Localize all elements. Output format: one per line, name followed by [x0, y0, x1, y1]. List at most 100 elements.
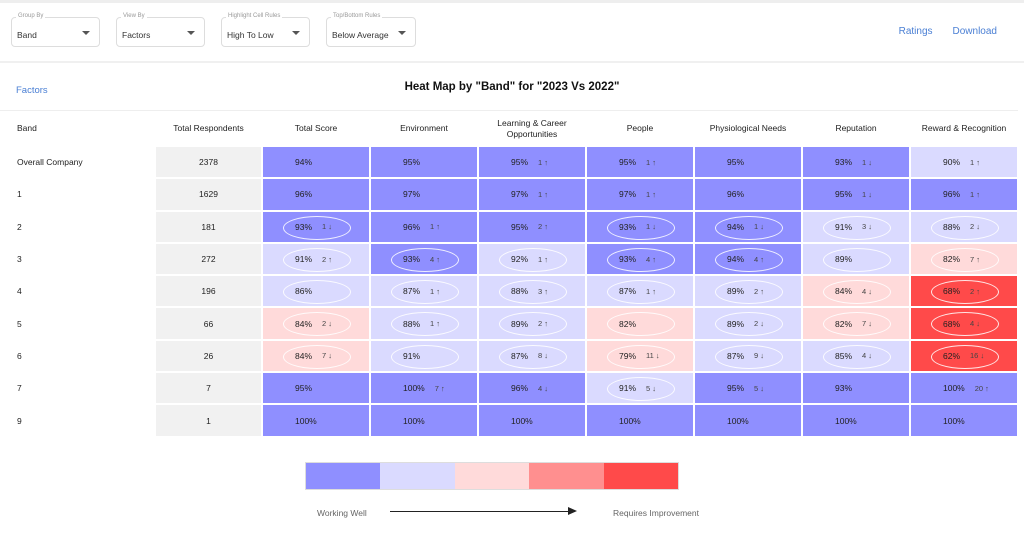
heatmap-cell[interactable]: 92% 1 ↑	[478, 242, 586, 276]
heatmap-cell[interactable]: 100%	[802, 404, 910, 437]
column-header[interactable]: Environment	[400, 123, 448, 134]
heatmap-cell[interactable]: 96% 1 ↑	[910, 178, 1018, 211]
heatmap-cell[interactable]: 88% 2 ↓	[910, 210, 1018, 243]
heatmap-cell[interactable]: 89% 2 ↑	[694, 275, 802, 308]
heatmap-cell[interactable]: 94%	[262, 146, 370, 179]
group-by-label: Group By	[16, 13, 46, 19]
heatmap-cell[interactable]: 87% 8 ↓	[478, 339, 586, 373]
heatmap-cell[interactable]: 93% 4 ↑	[370, 242, 478, 276]
table-row: 1 1629 96% 97% 97% 1 ↑ 97% 1 ↑ 96% 95% 1 ↓ 96% 1 ↑	[0, 178, 1018, 211]
heatmap-cell[interactable]: 82% 7 ↓	[802, 307, 910, 340]
change-indicator: 2 ↓	[322, 319, 333, 329]
view-by-label: View By	[121, 13, 147, 19]
column-header[interactable]: Reputation	[835, 123, 877, 134]
heatmap-cell[interactable]: 97%	[370, 178, 478, 211]
heatmap-cell[interactable]: 100%	[586, 404, 694, 437]
heatmap-cell[interactable]: 96%	[262, 178, 370, 211]
heatmap-cell[interactable]: 68% 4 ↓	[910, 307, 1018, 340]
column-header[interactable]: Total Score	[294, 123, 338, 134]
heatmap-cell[interactable]: 88% 3 ↑	[478, 275, 586, 308]
heatmap-cell[interactable]: 82% 7 ↑	[910, 242, 1018, 276]
heatmap-cell[interactable]: 93% 1 ↓	[802, 146, 910, 179]
heatmap-cell[interactable]: 68% 2 ↑	[910, 275, 1018, 308]
factors-link[interactable]: Factors	[16, 85, 48, 96]
heatmap-cell[interactable]: 100%	[694, 404, 802, 437]
heatmap-cell[interactable]: 89%	[802, 242, 910, 276]
cell-value: 100%	[403, 415, 425, 426]
heatmap-cell[interactable]: 87% 1 ↑	[586, 275, 694, 308]
heatmap-cell[interactable]: 97% 1 ↑	[478, 178, 586, 211]
column-header[interactable]: Physiological Needs	[709, 123, 787, 134]
change-indicator: 1 ↓	[862, 189, 873, 199]
heatmap-cell[interactable]: 91% 3 ↓	[802, 210, 910, 243]
heatmap-cell[interactable]: 87% 9 ↓	[694, 339, 802, 373]
column-header[interactable]: Total Respondents	[173, 123, 244, 134]
divider	[0, 110, 1018, 111]
cell-value: 91%	[619, 383, 637, 394]
heatmap-cell[interactable]: 95% 1 ↑	[586, 146, 694, 179]
heatmap-cell[interactable]: 95% 5 ↓	[694, 372, 802, 405]
heatmap-cell[interactable]: 93%	[802, 372, 910, 405]
heatmap-cell[interactable]: 95%	[694, 146, 802, 179]
top-bottom-rules-select[interactable]: Top/Bottom Rules Below Average	[326, 13, 416, 47]
heatmap-cell[interactable]: 89% 2 ↑	[478, 307, 586, 340]
cell-value: 82%	[943, 254, 961, 265]
change-indicator: 3 ↓	[862, 222, 873, 232]
change-indicator: 1 ↑	[538, 189, 549, 199]
heatmap-cell[interactable]: 84% 2 ↓	[262, 307, 370, 340]
heatmap-cell[interactable]: 94% 1 ↓	[694, 210, 802, 243]
heatmap-title: Heat Map by "Band" for "2023 Vs 2022"	[404, 81, 620, 93]
heatmap-cell[interactable]: 100%	[910, 404, 1018, 437]
heatmap-cell[interactable]: 79% 11 ↓	[586, 339, 694, 373]
cell-value: 100%	[943, 415, 965, 426]
heatmap-cell[interactable]: 84% 7 ↓	[262, 339, 370, 373]
column-header[interactable]: Reward & Recognition	[921, 123, 1007, 134]
ratings-link[interactable]: Ratings	[898, 26, 933, 37]
cell-value: 95%	[619, 157, 637, 168]
heatmap-cell[interactable]: 95%	[370, 146, 478, 179]
cell-value: 84%	[835, 286, 853, 297]
column-header[interactable]: Learning & Career Opportunities	[497, 117, 567, 139]
download-link[interactable]: Download	[952, 26, 997, 37]
heatmap-cell[interactable]: 62% 16 ↓	[910, 339, 1018, 373]
heatmap-cell[interactable]: 88% 1 ↑	[370, 307, 478, 340]
heatmap-cell[interactable]: 93% 1 ↓	[586, 210, 694, 243]
column-header[interactable]: People	[626, 123, 654, 134]
change-indicator: 2 ↑	[970, 286, 981, 296]
heatmap-cell[interactable]: 96%	[694, 178, 802, 211]
legend-right-label: Requires Improvement	[613, 508, 699, 518]
heatmap-cell[interactable]: 96% 4 ↓	[478, 372, 586, 405]
heatmap-cell[interactable]: 87% 1 ↑	[370, 275, 478, 308]
heatmap-cell[interactable]: 96% 1 ↑	[370, 210, 478, 243]
heatmap-cell[interactable]: 95% 2 ↑	[478, 210, 586, 243]
heatmap-cell[interactable]: 84% 4 ↓	[802, 275, 910, 308]
top-links: Ratings Download	[899, 26, 997, 37]
heatmap-cell[interactable]: 90% 1 ↑	[910, 146, 1018, 179]
heatmap-cell[interactable]: 93% 4 ↑	[586, 242, 694, 276]
heatmap-cell[interactable]: 100%	[262, 404, 370, 437]
heatmap-cell[interactable]: 97% 1 ↑	[586, 178, 694, 211]
column-header[interactable]: Band	[17, 123, 37, 134]
heatmap-cell[interactable]: 95%	[262, 372, 370, 405]
highlight-rules-select[interactable]: Highlight Cell Rules High To Low	[221, 13, 310, 47]
heatmap-cell[interactable]: 93% 1 ↓	[262, 210, 370, 243]
heatmap-cell[interactable]: 95% 1 ↓	[802, 178, 910, 211]
heatmap-cell[interactable]: 82%	[586, 307, 694, 340]
heatmap-cell[interactable]: 86%	[262, 275, 370, 308]
change-indicator: 4 ↓	[538, 383, 549, 393]
cell-value: 87%	[619, 286, 637, 297]
heatmap-cell[interactable]: 89% 2 ↓	[694, 307, 802, 340]
heatmap-cell[interactable]: 95% 1 ↑	[478, 146, 586, 179]
heatmap-cell[interactable]: 100% 7 ↑	[370, 372, 478, 405]
heatmap-cell[interactable]: 91% 5 ↓	[586, 372, 694, 405]
heatmap-cell[interactable]: 91%	[370, 339, 478, 373]
heatmap-cell[interactable]: 100%	[478, 404, 586, 437]
view-by-select[interactable]: View By Factors	[116, 13, 205, 47]
heatmap-cell[interactable]: 100%	[370, 404, 478, 437]
change-indicator: 1 ↑	[646, 189, 657, 199]
heatmap-cell[interactable]: 100% 20 ↑	[910, 372, 1018, 405]
heatmap-cell[interactable]: 91% 2 ↑	[262, 242, 370, 276]
group-by-select[interactable]: Group By Band	[11, 13, 100, 47]
heatmap-cell[interactable]: 94% 4 ↑	[694, 242, 802, 276]
heatmap-cell[interactable]: 85% 4 ↓	[802, 339, 910, 373]
